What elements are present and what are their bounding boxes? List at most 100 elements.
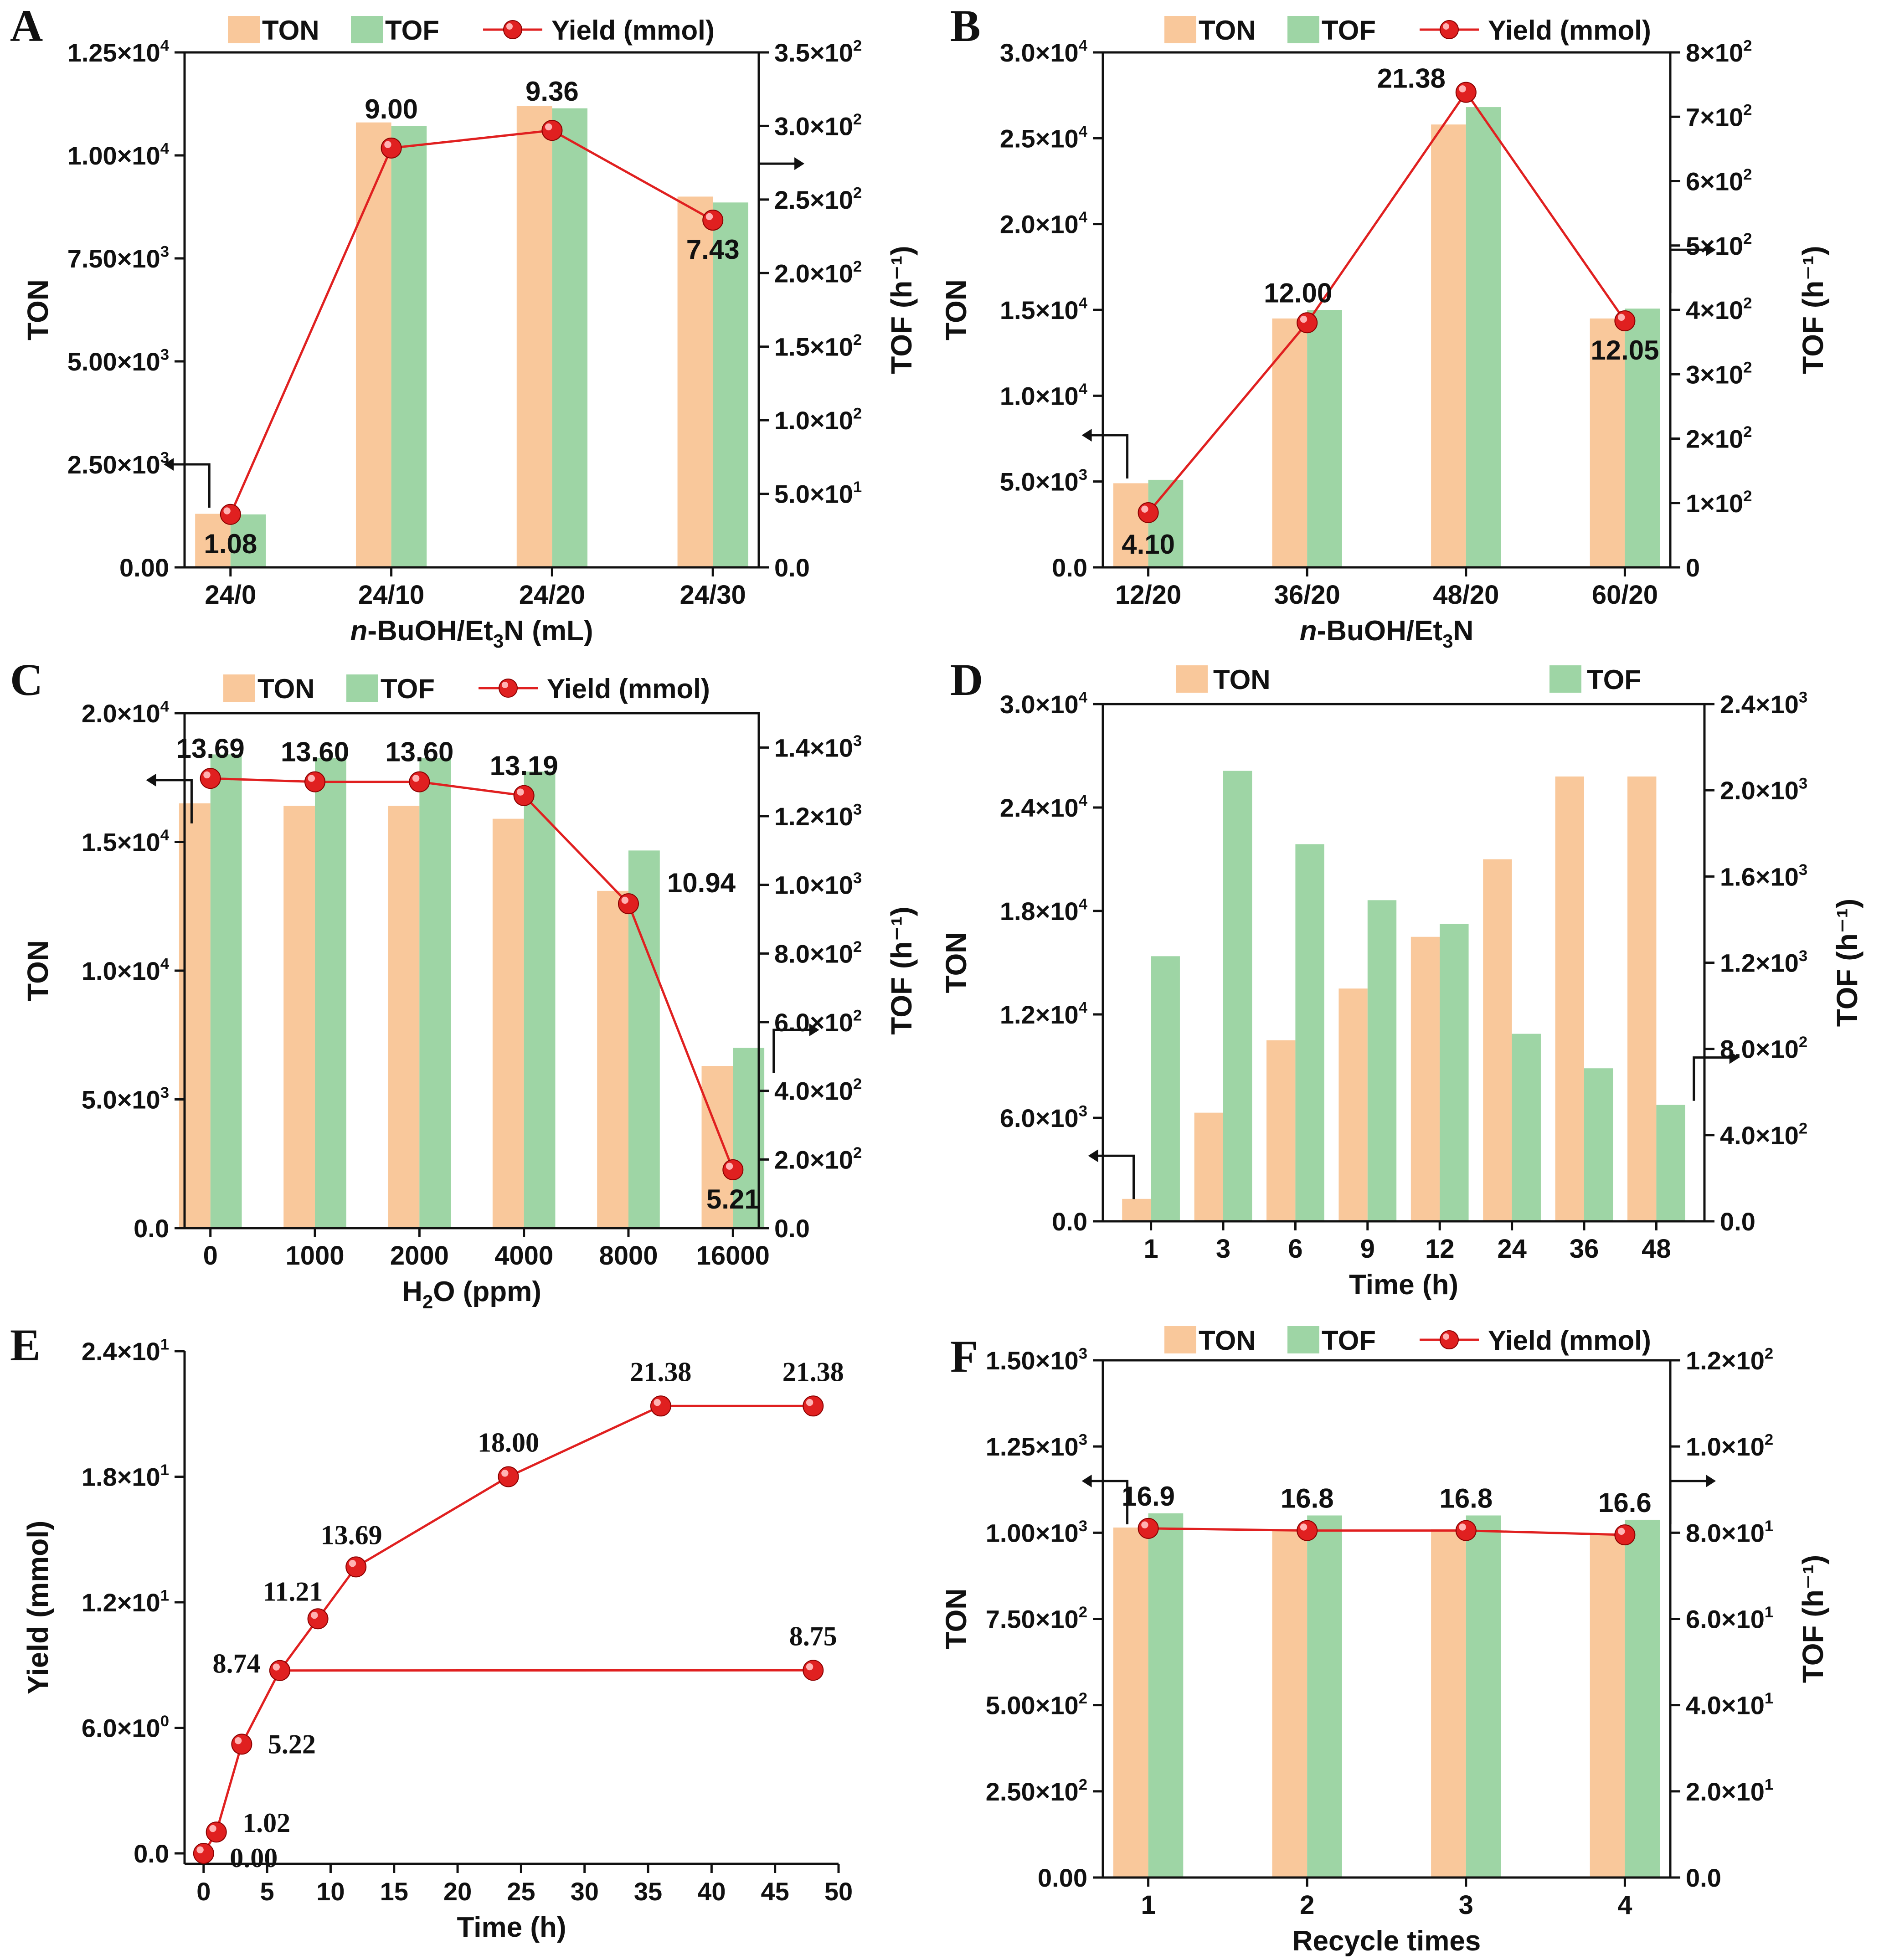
yield-data-label: 21.38	[1377, 63, 1446, 94]
bar-ton	[1113, 1527, 1148, 1878]
bar-tof	[1148, 479, 1184, 567]
bar-tof	[713, 202, 748, 567]
y2-tick-label: 1.0×103	[774, 869, 862, 900]
y2-tick-label: 1.2×102	[1686, 1345, 1773, 1375]
yield-marker-body	[498, 1466, 519, 1487]
x-tick-label: 0	[203, 1241, 218, 1271]
yield-marker-highlight	[1141, 1521, 1148, 1528]
tick-exponent: 4	[160, 955, 170, 972]
y-tick-label: 1.8×104	[1000, 895, 1088, 926]
bar-ton	[1431, 124, 1466, 567]
yield-marker-highlight	[1300, 1523, 1307, 1531]
tick-exponent: 2	[853, 1007, 862, 1024]
yield-marker-body	[193, 1843, 214, 1864]
tick-mantissa: 0.0	[774, 553, 810, 582]
arrow-line	[1095, 1154, 1135, 1199]
bar-tof	[1466, 107, 1501, 567]
tick-mantissa: 2.4×10	[1720, 690, 1799, 719]
tick-exponent: 2	[853, 1144, 862, 1162]
yield-marker-body	[381, 137, 402, 159]
y-axis-title: TON	[940, 1589, 973, 1650]
y-tick-label: 2.0×104	[1000, 209, 1088, 239]
y-axis-title: TON	[21, 940, 54, 1001]
bar-tof	[1148, 1513, 1184, 1878]
tick-mantissa: 2.0×10	[1720, 776, 1799, 805]
panel-b: 0.05.0×1031.0×1041.5×1042.0×1042.5×1043.…	[940, 0, 1829, 652]
yield-marker-body	[1297, 1520, 1318, 1541]
y-tick-label: 1.00×103	[986, 1518, 1087, 1548]
yield-point	[345, 1556, 367, 1578]
tick-mantissa: 1.2×10	[1686, 1346, 1765, 1375]
yield-line	[1148, 1527, 1625, 1536]
y2-tick-label: 2.0×103	[1720, 775, 1807, 805]
tick-exponent: 3	[1079, 1345, 1087, 1362]
yield-data-label: 13.19	[490, 751, 558, 781]
tick-mantissa: 1×10	[1686, 489, 1743, 518]
x-tick-label: 24/0	[205, 580, 256, 610]
x-tick-label: 2000	[390, 1241, 449, 1271]
y2-tick-label: 3.5×102	[774, 37, 862, 67]
yield-line	[1147, 90, 1626, 514]
y-tick-label: 1.5×104	[1000, 294, 1088, 324]
legend-marker-yield	[499, 679, 518, 698]
panel-letter: C	[10, 654, 43, 705]
y2-tick-label: 5.0×101	[774, 478, 862, 509]
bar-tof	[1295, 844, 1324, 1221]
tick-exponent: 3	[853, 801, 862, 818]
tick-mantissa: 5.00×10	[67, 347, 160, 376]
y-tick-label: 0.0	[1052, 1207, 1087, 1236]
tick-mantissa: 0.0	[774, 1214, 810, 1243]
yield-marker-highlight	[234, 1737, 242, 1744]
bar-tof	[1440, 924, 1469, 1221]
arrow-head	[1081, 1474, 1092, 1487]
legend-marker-yield	[503, 20, 522, 39]
x-tick-label: 30	[571, 1877, 599, 1906]
tick-exponent: 2	[1765, 1431, 1773, 1449]
bar-tof	[210, 754, 242, 1228]
panel-d: 0.06.0×1031.2×1041.8×1042.4×1043.0×1040.…	[940, 654, 1863, 1301]
tick-exponent: 2	[1765, 1345, 1773, 1362]
x-title-italic: n	[1300, 615, 1317, 647]
yield-marker-highlight	[1459, 1523, 1466, 1531]
y-tick-label: 1.50×103	[986, 1345, 1087, 1375]
arrow-head	[1081, 428, 1092, 442]
tick-exponent: 3	[1079, 1102, 1087, 1120]
y2-tick-label: 4.0×102	[774, 1075, 862, 1106]
bar-tof	[1466, 1515, 1501, 1878]
tick-mantissa: 0.0	[1052, 1207, 1087, 1236]
tick-exponent: 4	[160, 698, 170, 715]
y2-tick-label: 4×102	[1686, 294, 1752, 324]
right-axis-arrow-icon	[1669, 243, 1716, 293]
tick-exponent: 3	[160, 449, 169, 466]
tick-mantissa: 1.0×10	[82, 957, 160, 985]
right-axis-arrow-icon	[1669, 1474, 1716, 1524]
tick-mantissa: 0.0	[1720, 1207, 1755, 1236]
tick-mantissa: 1.6×10	[1720, 862, 1799, 891]
tick-exponent: 3	[1799, 861, 1807, 879]
tick-mantissa: 1.00×10	[67, 141, 160, 170]
panel-a: 0.002.50×1035.00×1037.50×1031.00×1041.25…	[10, 0, 918, 652]
panel-letter: A	[10, 0, 43, 51]
left-axis-arrow-icon	[146, 773, 193, 823]
yield-data-label: 13.69	[176, 733, 245, 764]
right-axis-arrow-icon	[1693, 1051, 1740, 1101]
yield-point	[1614, 310, 1636, 332]
arrow-head	[1706, 1474, 1716, 1487]
x-tick-label: 4000	[494, 1241, 553, 1271]
panel-f: 0.002.50×1025.00×1027.50×1021.00×1031.25…	[940, 1325, 1829, 1957]
x-axis-title: Time (h)	[457, 1912, 566, 1943]
y-tick-label: 5.00×103	[67, 346, 169, 376]
tick-mantissa: 1.0×10	[774, 406, 853, 435]
x-tick-label: 9	[1360, 1234, 1375, 1264]
yield-marker-body	[541, 120, 563, 141]
x-title-subscript: 3	[493, 630, 504, 652]
tick-exponent: 4	[160, 140, 170, 157]
yield-point	[1138, 502, 1159, 523]
yield-marker-highlight	[501, 1470, 509, 1477]
y-tick-label: 0.0	[134, 1214, 169, 1243]
bar-tof	[1656, 1105, 1685, 1221]
yield-data-label: 16.8	[1439, 1483, 1493, 1514]
tick-exponent: 3	[160, 346, 169, 363]
yield-point	[307, 1608, 329, 1630]
y2-tick-label: 4.0×101	[1686, 1690, 1773, 1720]
